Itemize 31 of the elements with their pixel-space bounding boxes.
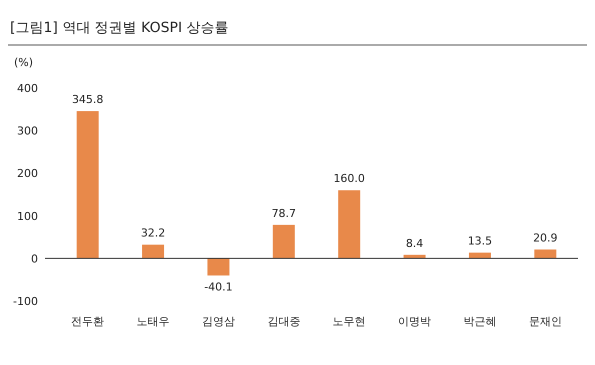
x-tick-label: 김대중 [267, 315, 300, 328]
data-label: 345.8 [72, 93, 104, 106]
y-axis-title: (%) [14, 56, 34, 69]
bar [468, 252, 491, 258]
data-label: 8.4 [406, 236, 424, 250]
x-tick-label: 전두환 [71, 315, 104, 328]
data-label: 32.2 [140, 226, 166, 240]
x-tick-label: 문재인 [528, 315, 562, 328]
x-tick-label: 노태우 [136, 315, 170, 328]
x-tick-label: 박근혜 [463, 315, 496, 328]
bar [272, 224, 295, 258]
data-label: 78.7 [272, 206, 296, 220]
chart-title: [그림1] 역대 정권별 KOSPI 상승률 [10, 20, 229, 36]
data-label: 13.5 [468, 234, 492, 248]
data-label: -40.1 [204, 280, 233, 294]
x-tick-label: 노무현 [332, 315, 366, 328]
x-tick-label: 이명박 [398, 315, 432, 328]
bar [76, 111, 99, 258]
y-tick-label: 100 [17, 210, 38, 223]
data-label: 160.0 [333, 172, 365, 186]
data-label: 20.9 [533, 231, 558, 244]
bar [207, 258, 230, 276]
y-tick-label: 200 [17, 167, 38, 180]
y-tick-label: -100 [13, 295, 38, 308]
x-tick-label: 김영삼 [202, 315, 235, 328]
y-tick-label: 300 [17, 124, 38, 138]
y-tick-label: 0 [31, 252, 38, 266]
bar [142, 244, 164, 258]
bar [338, 190, 360, 258]
bar [534, 249, 556, 258]
y-tick-label: 400 [17, 82, 38, 95]
